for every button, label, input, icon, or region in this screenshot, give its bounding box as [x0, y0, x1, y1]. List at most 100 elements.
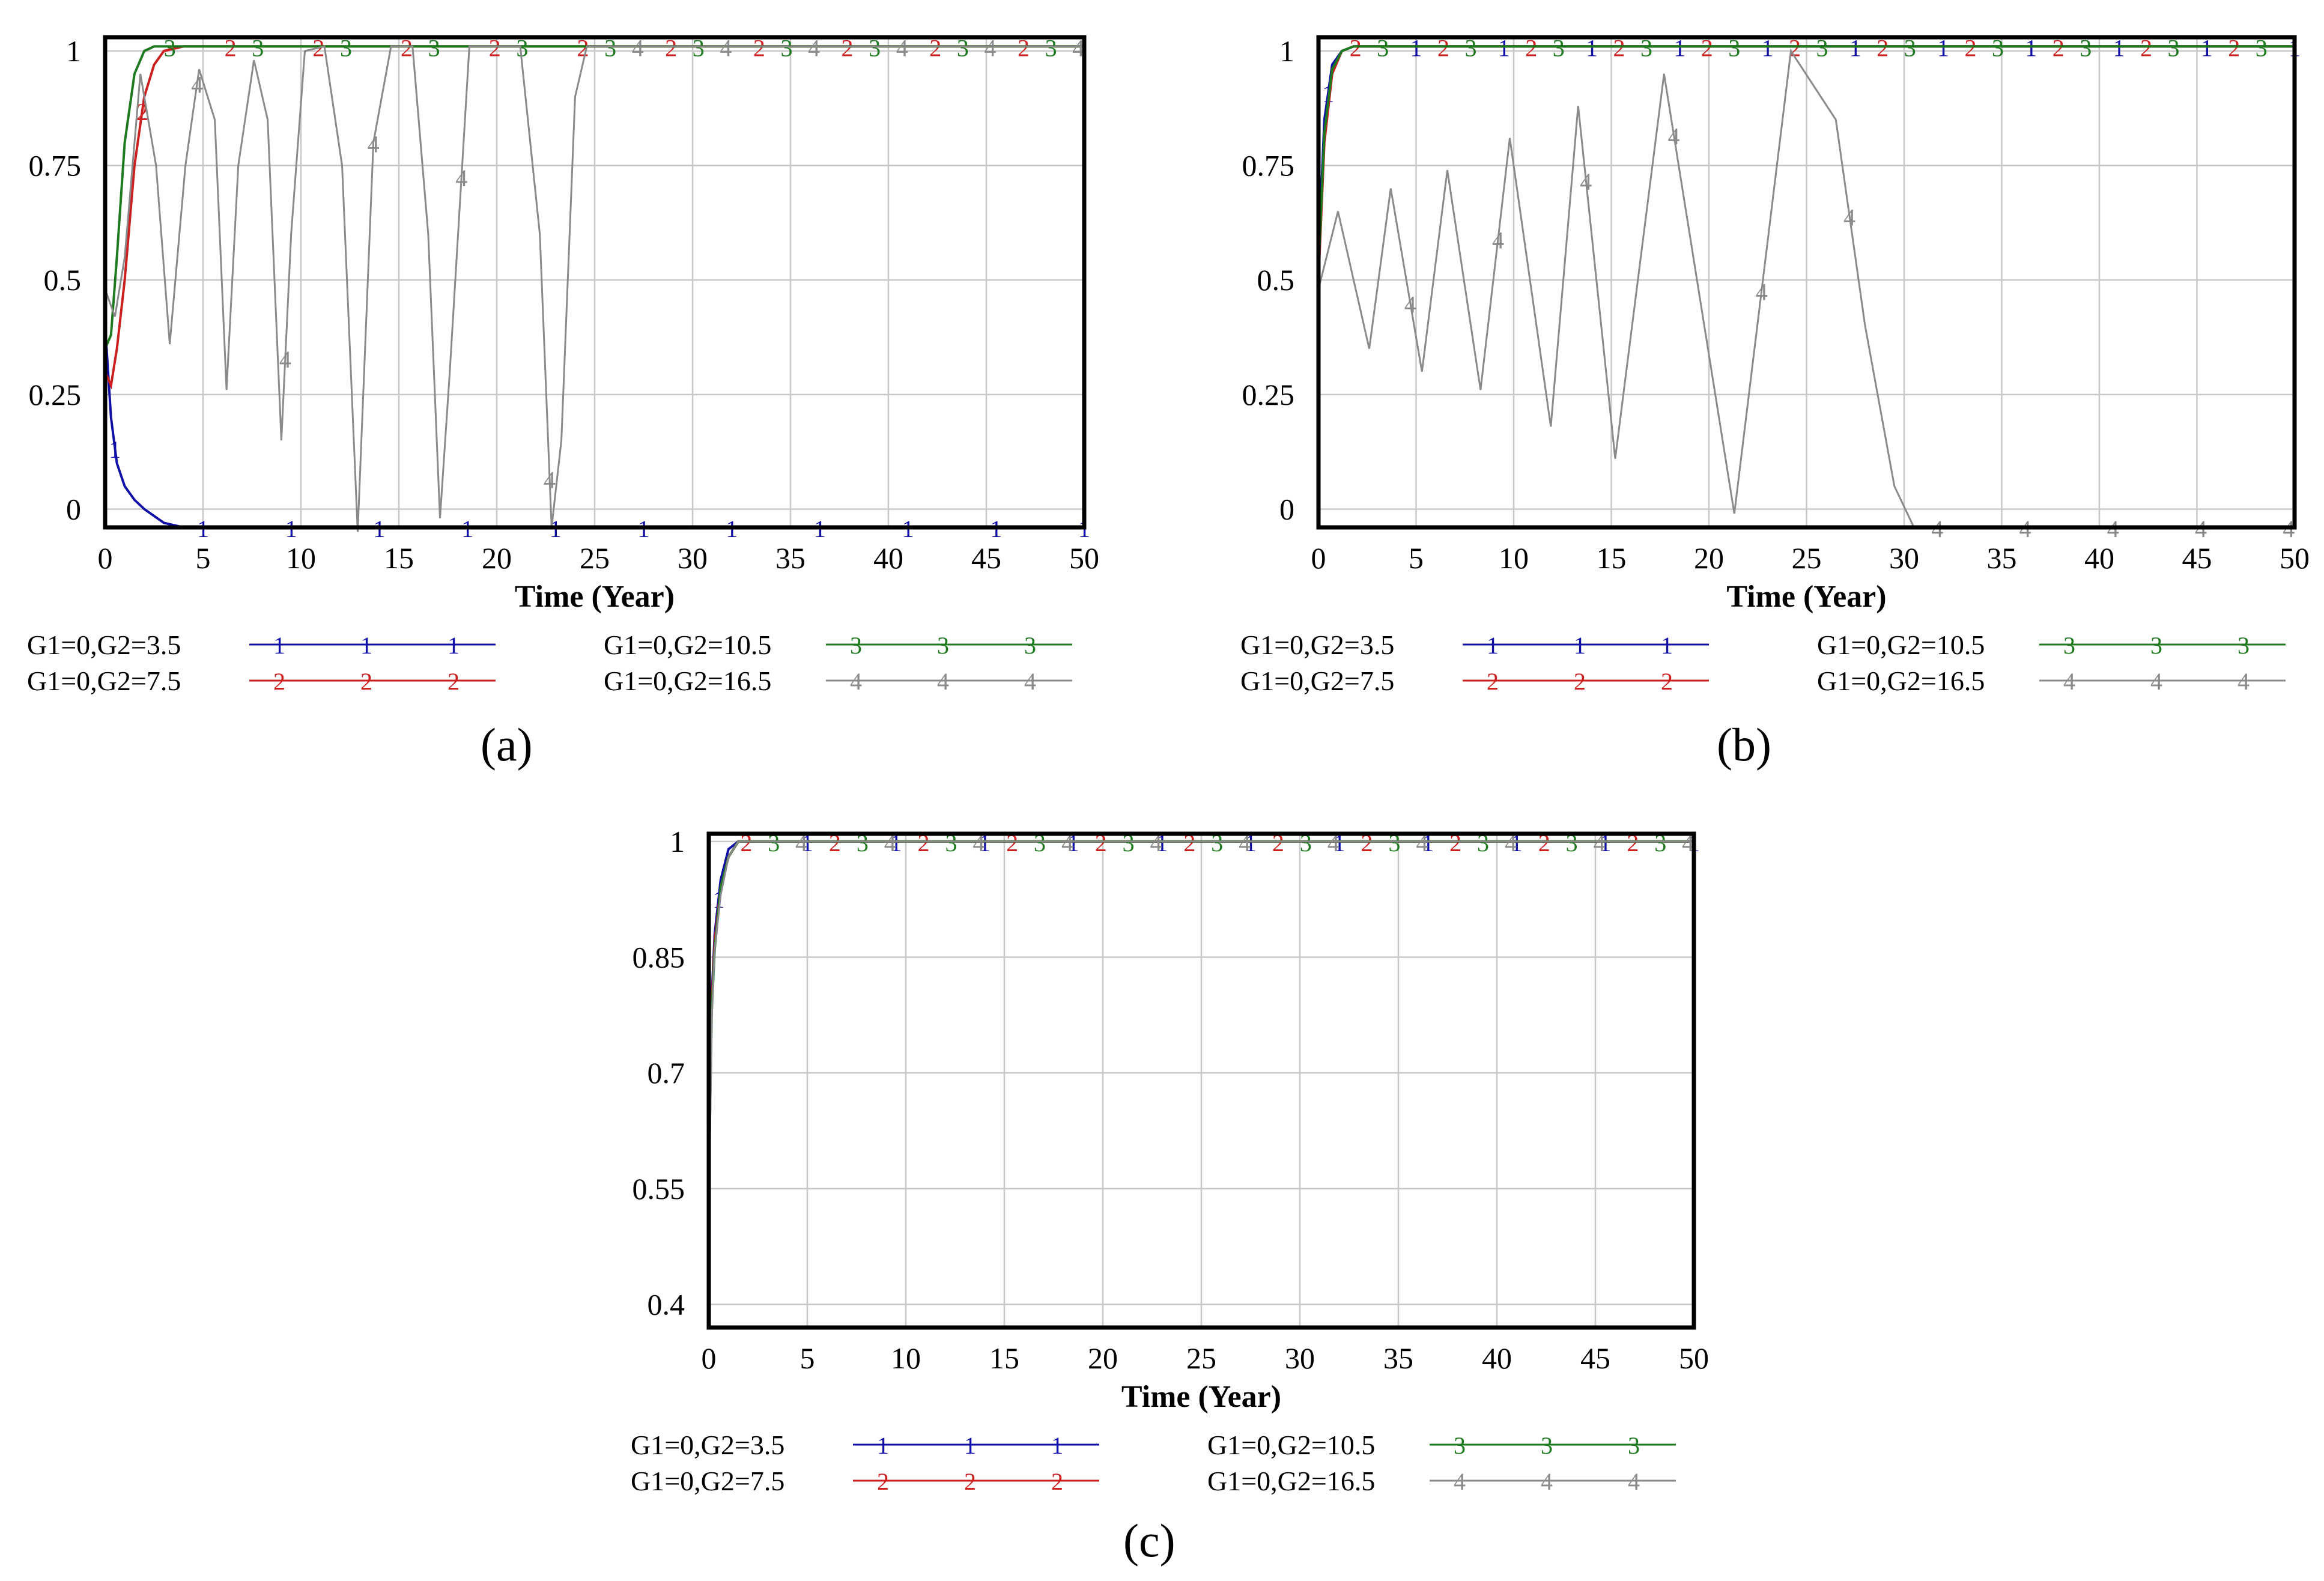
legend-marker-4: 4	[2238, 668, 2250, 695]
x-tick-label: 5	[800, 1341, 815, 1375]
series-marker-1: 1	[1673, 34, 1685, 61]
legend-marker-2: 2	[360, 668, 372, 695]
series-marker-4: 4	[1492, 227, 1504, 254]
legend-label-2: G1=0,G2=7.5	[27, 666, 181, 696]
legend-marker-1: 1	[1051, 1432, 1063, 1459]
legend-marker-1: 1	[1574, 632, 1586, 659]
chart-panel-b: 0 5 10 15 20 25 30 35 40 45 50 0 0.25 0.5 0.75 1 Time (Y…	[1240, 34, 2310, 696]
series-marker-2: 2	[2140, 34, 2152, 61]
series-marker-2: 2	[1965, 34, 1977, 61]
y-tick-label: 0.75	[29, 149, 82, 183]
y-tick-label: 1	[670, 825, 685, 858]
series-marker-1: 1	[801, 830, 813, 857]
x-tick-label: 40	[873, 541, 903, 575]
legend-marker-1: 1	[1661, 632, 1673, 659]
series-marker-2: 2	[489, 34, 501, 61]
series-marker-2: 2	[829, 830, 841, 857]
x-tick-label: 30	[678, 541, 708, 575]
series-marker-4: 4	[1239, 830, 1251, 857]
series-marker-4: 4	[1416, 830, 1428, 857]
series-marker-2: 2	[1449, 830, 1461, 857]
legend-marker-3: 3	[2150, 632, 2162, 659]
y-tick-label: 0.5	[1257, 263, 1295, 297]
plot-frame	[103, 35, 1087, 530]
x-tick-label: 15	[989, 1341, 1019, 1375]
y-tick-label: 1	[66, 34, 81, 68]
legend-label-3: G1=0,G2=10.5	[1817, 630, 1985, 660]
series-marker-3: 3	[164, 34, 176, 61]
legend-marker-2: 2	[273, 668, 285, 695]
y-tick-label: 0.25	[29, 378, 82, 411]
series-marker-3: 3	[2168, 34, 2180, 61]
x-axis-label: Time (Year)	[515, 580, 675, 614]
series-marker-3: 3	[252, 34, 264, 61]
series-marker-3: 3	[1377, 34, 1389, 61]
series-marker-3: 3	[604, 34, 616, 61]
series-marker-4: 4	[1150, 830, 1162, 857]
series-marker-3: 3	[857, 830, 869, 857]
x-tick-label: 50	[1679, 1341, 1709, 1375]
legend-marker-1: 1	[1487, 632, 1499, 659]
series-marker-2: 2	[842, 34, 854, 61]
series-marker-4: 4	[1668, 123, 1680, 150]
y-tick-label: 0.7	[648, 1056, 685, 1090]
legend-marker-3: 3	[1628, 1432, 1640, 1459]
chart-panel-c: 0 5 10 15 20 25 30 35 40 45 50 0.4 0.55 0.7 0.85 1 Time …	[631, 825, 1709, 1496]
x-tick-label: 50	[2280, 541, 2310, 575]
series-marker-2: 2	[918, 830, 930, 857]
series-marker-3: 3	[1904, 34, 1916, 61]
series-marker-1: 1	[1245, 830, 1257, 857]
series-marker-3: 3	[1992, 34, 2004, 61]
x-tick-label: 50	[1069, 541, 1099, 575]
series-marker-3: 3	[1816, 34, 1828, 61]
legend-label-1: G1=0,G2=3.5	[1240, 630, 1394, 660]
y-tick-label: 0.4	[648, 1287, 685, 1321]
series-marker-4: 4	[1843, 204, 1855, 231]
series-marker-4: 4	[191, 71, 203, 98]
series-marker-2: 2	[577, 34, 589, 61]
legend-label-4: G1=0,G2=16.5	[604, 666, 771, 696]
series-marker-4: 4	[279, 346, 291, 373]
series-marker-2: 2	[1538, 830, 1550, 857]
legend: G1=0,G2=3.5 1 1 1 G1=0,G2=7.5 2 2 2 G1=0,G2=10.5…	[1240, 630, 2286, 696]
x-tick-label: 0	[702, 1341, 717, 1375]
x-tick-label: 10	[1499, 541, 1529, 575]
x-tick-label: 45	[971, 541, 1001, 575]
legend-marker-2: 2	[1051, 1468, 1063, 1495]
y-tick-label: 0	[1279, 492, 1294, 526]
series-marker-4: 4	[455, 165, 467, 192]
legend-marker-4: 4	[937, 668, 949, 695]
plot-frame	[1316, 35, 2297, 530]
series-marker-1: 1	[2025, 34, 2037, 61]
series-marker-2: 2	[1701, 34, 1713, 61]
series-marker-2: 2	[740, 830, 752, 857]
legend-label-4: G1=0,G2=16.5	[1817, 666, 1985, 696]
legend-marker-2: 2	[448, 668, 460, 695]
legend-marker-4: 4	[1024, 668, 1036, 695]
legend-marker-3: 3	[2063, 632, 2075, 659]
series-marker-1: 1	[1937, 34, 1949, 61]
series-marker-1: 1	[1849, 34, 1861, 61]
series-marker-3: 3	[1728, 34, 1740, 61]
series-marker-3: 3	[693, 34, 705, 61]
series-marker-4: 4	[368, 130, 380, 157]
series-marker-3: 3	[1654, 830, 1666, 857]
series-marker-1: 1	[978, 830, 991, 857]
legend-marker-1: 1	[273, 632, 285, 659]
series-marker-4: 4	[1072, 34, 1084, 61]
x-tick-label: 0	[98, 541, 113, 575]
x-tick-label: 35	[1987, 541, 2017, 575]
legend-marker-2: 2	[1574, 668, 1586, 695]
series-marker-2: 2	[1627, 830, 1639, 857]
series-marker-2: 2	[1525, 34, 1537, 61]
series-marker-3: 3	[1045, 34, 1057, 61]
series-marker-1: 1	[890, 830, 902, 857]
series-marker-2: 2	[1361, 830, 1373, 857]
x-tick-label: 15	[1597, 541, 1627, 575]
legend-label-3: G1=0,G2=10.5	[604, 630, 771, 660]
series-marker-4: 4	[896, 34, 908, 61]
series-marker-3: 3	[1300, 830, 1312, 857]
series-marker-4: 4	[795, 830, 807, 857]
legend-marker-1: 1	[360, 632, 372, 659]
